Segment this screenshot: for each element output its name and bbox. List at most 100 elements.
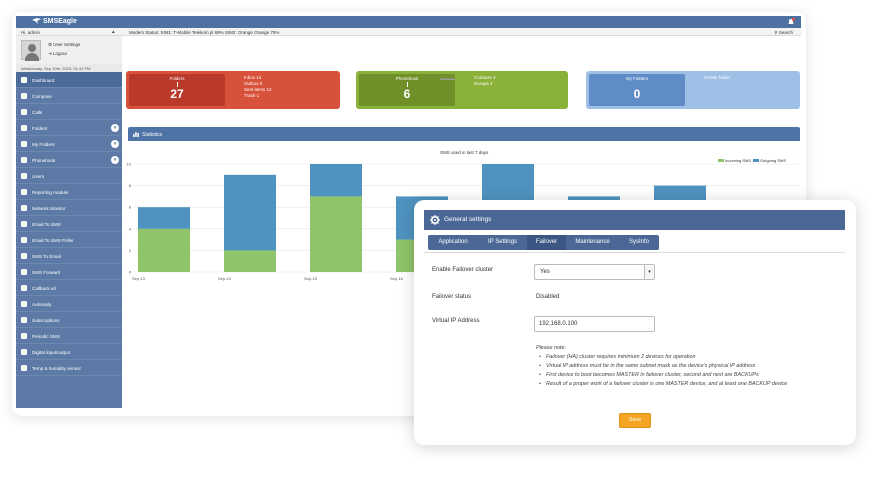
folders-tile-summary: Folders 27 bbox=[129, 74, 225, 106]
sidebar-item-compose[interactable]: Compose bbox=[16, 88, 122, 104]
sidebar-item-autoreply[interactable]: Autoreply bbox=[16, 296, 122, 312]
search-icon: ⚲ bbox=[774, 29, 779, 35]
tab-application[interactable]: Application bbox=[438, 239, 468, 245]
sidebar-item-email-to-sms[interactable]: Email To SMS bbox=[16, 216, 122, 232]
phonebook-tile-title: Phonebook bbox=[395, 76, 419, 81]
my-folders-tile-title: My Folders bbox=[625, 76, 649, 81]
sidebar-item-network-monitor[interactable]: Network Monitor bbox=[16, 200, 122, 216]
monitor-icon bbox=[21, 205, 27, 211]
dashboard-icon bbox=[21, 77, 27, 83]
current-date: Wednesday, Sep 20th, 2023, 01:41 PM bbox=[16, 64, 122, 72]
enable-failover-select[interactable]: Yes ▾ bbox=[534, 264, 655, 280]
sidebar-item-label: Network Monitor bbox=[32, 205, 66, 211]
tab-maintenance[interactable]: Maintenance bbox=[575, 239, 610, 245]
my-folders-tile[interactable]: My Folders 0 Create folder bbox=[586, 71, 800, 109]
logout-link[interactable]: ⇥ Logout bbox=[48, 51, 67, 57]
legend-swatch-incoming bbox=[718, 159, 724, 162]
failover-status-label: Failover status bbox=[432, 294, 472, 300]
sidebar-item-reporting[interactable]: Reporting module bbox=[16, 184, 122, 200]
search-button[interactable]: ⚲ Search bbox=[774, 30, 793, 36]
tab-sysinfo[interactable]: SysInfo bbox=[628, 239, 649, 245]
failover-status-value: Disabled bbox=[536, 294, 560, 300]
phonebook-link-groups[interactable]: Groups 2 bbox=[474, 81, 493, 86]
sidebar-item-label: Subscriptions bbox=[32, 317, 60, 323]
sidebar-item-digital-io[interactable]: Digital input/output bbox=[16, 344, 122, 360]
notification-bell-icon[interactable] bbox=[787, 18, 795, 26]
folders-tile[interactable]: Folders 27 Inbox 14 Outbox 0 Sent items … bbox=[126, 71, 340, 109]
sidebar-item-my-folders[interactable]: My Folders ▾ bbox=[16, 136, 122, 152]
logout-label: Logout bbox=[53, 51, 67, 56]
virtual-ip-label: Virtual IP Address bbox=[432, 318, 480, 324]
bar-chart-icon bbox=[133, 132, 139, 137]
sidebar-item-label: SMS Forward bbox=[32, 269, 61, 275]
sidebar-item-callback-url[interactable]: Callback url bbox=[16, 280, 122, 296]
legend-swatch-outgoing bbox=[753, 159, 760, 162]
y-tick-label: 8 bbox=[129, 183, 132, 188]
sidebar-item-sms-to-email[interactable]: SMS To Email bbox=[16, 248, 122, 264]
user-greeting[interactable]: Hi, admin bbox=[21, 29, 41, 35]
statistics-header: Statistics bbox=[128, 127, 800, 141]
folder-link-trash[interactable]: Trash 1 bbox=[244, 93, 260, 98]
virtual-ip-input[interactable]: 192.168.0.100 bbox=[534, 316, 655, 332]
tab-ip-settings[interactable]: IP Settings bbox=[488, 239, 517, 245]
bar-outgoing bbox=[224, 174, 276, 251]
settings-tab-bar: Application IP Settings Failover Mainten… bbox=[428, 235, 659, 250]
chevron-up-icon[interactable]: ▴ bbox=[112, 29, 115, 35]
sidebar-item-periodic-sms[interactable]: Periodic SMS bbox=[16, 328, 122, 344]
create-folder-link[interactable]: Create folder bbox=[704, 75, 731, 80]
chevron-down-icon[interactable]: ▾ bbox=[111, 140, 119, 148]
sidebar-item-email-to-sms-poller[interactable]: Email To SMS Poller bbox=[16, 232, 122, 248]
bar-outgoing bbox=[138, 207, 190, 229]
sidebar-item-temp-sensor[interactable]: Temp & humidity sensor bbox=[16, 360, 122, 376]
thermometer-icon bbox=[21, 365, 27, 371]
x-tick-label: Sep-15 bbox=[304, 276, 318, 281]
legend-incoming: Incoming SMS bbox=[725, 158, 752, 163]
sidebar-item-sms-forward[interactable]: SMS Forward bbox=[16, 264, 122, 280]
phonebook-link-contacts[interactable]: Contacts 4 bbox=[474, 75, 496, 80]
phonebook-count: 6 bbox=[403, 87, 411, 101]
x-tick-label: Sep-16 bbox=[390, 276, 404, 281]
folder-link-sent[interactable]: Sent items 12 bbox=[244, 87, 272, 92]
sidebar-item-label: Email To SMS bbox=[32, 221, 61, 227]
sidebar-item-calls[interactable]: Calls bbox=[16, 104, 122, 120]
sidebar-item-label: Compose bbox=[32, 93, 52, 99]
bar-outgoing bbox=[310, 164, 362, 197]
tab-failover[interactable]: Failover bbox=[527, 235, 566, 250]
phonebook-tile[interactable]: Phonebook 6 Contacts 4 Groups 2 bbox=[356, 71, 568, 109]
failover-notes: Please note: Failover (HA) cluster requi… bbox=[536, 344, 836, 389]
sidebar-item-subscriptions[interactable]: Subscriptions bbox=[16, 312, 122, 328]
chevron-down-icon[interactable]: ▾ bbox=[111, 156, 119, 164]
drag-handle[interactable]: ▬▬▬ bbox=[440, 76, 455, 82]
app-name: SMSEagle bbox=[43, 18, 77, 25]
sidebar-item-folders[interactable]: Folders ▾ bbox=[16, 120, 122, 136]
sidebar-item-label: Periodic SMS bbox=[32, 333, 60, 339]
book-icon bbox=[21, 157, 27, 163]
status-bar: Hi, admin ▴ Modem Status: SIM1: T-Mobile… bbox=[16, 28, 801, 36]
folders-tile-title: Folders bbox=[169, 76, 185, 81]
y-tick-label: 10 bbox=[127, 162, 132, 167]
sidebar-item-label: SMS To Email bbox=[32, 253, 61, 259]
folder-link-outbox[interactable]: Outbox 0 bbox=[244, 81, 263, 86]
phone-icon bbox=[21, 109, 27, 115]
chevron-down-icon[interactable]: ▾ bbox=[111, 124, 119, 132]
app-logo[interactable]: SMSEagle bbox=[32, 18, 77, 25]
folders-count: 27 bbox=[170, 87, 184, 101]
modem-status: Modem Status: SIM1: T-Mobile Telekom pl … bbox=[129, 29, 280, 35]
sidebar-item-users[interactable]: Users bbox=[16, 168, 122, 184]
callback-icon bbox=[21, 285, 27, 291]
sidebar-item-label: Email To SMS Poller bbox=[32, 237, 74, 243]
gear-icon bbox=[430, 215, 440, 225]
bar-incoming bbox=[224, 250, 276, 272]
save-button[interactable]: Save bbox=[619, 413, 651, 428]
envelope-icon bbox=[21, 253, 27, 259]
notes-list: Failover (HA) cluster requires minimum 2… bbox=[536, 353, 836, 389]
sidebar-item-phonebook[interactable]: Phonebook ▾ bbox=[16, 152, 122, 168]
chevron-down-icon: ▾ bbox=[644, 265, 654, 279]
user-settings-link[interactable]: ⚙ User Settings bbox=[48, 42, 80, 48]
folder-link-inbox[interactable]: Inbox 14 bbox=[244, 75, 262, 80]
arrow-right-icon bbox=[21, 269, 27, 275]
sidebar-item-dashboard[interactable]: Dashboard bbox=[16, 72, 122, 88]
users-icon bbox=[21, 173, 27, 179]
phonebook-mini-icon bbox=[406, 82, 408, 87]
